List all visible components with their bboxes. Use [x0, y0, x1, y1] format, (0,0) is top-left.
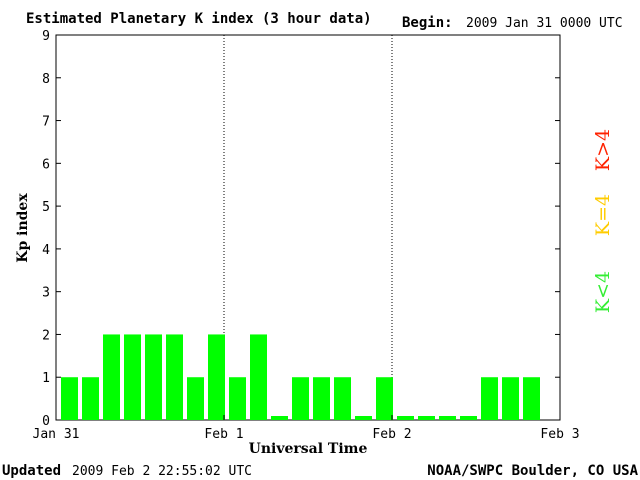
kp-bar	[82, 377, 99, 420]
kp-bar	[229, 377, 246, 420]
kp-bar	[334, 377, 351, 420]
x-tick-label: Feb 1	[204, 427, 243, 442]
x-tick-label: Feb 2	[372, 427, 411, 442]
kp-bar	[313, 377, 330, 420]
x-axis: Jan 31 Feb 1 Feb 2 Feb 3	[33, 415, 580, 442]
y-tick-label: 9	[42, 29, 50, 44]
kp-bar	[124, 334, 141, 420]
kp-bar	[418, 416, 435, 420]
chart-title: Estimated Planetary K index (3 hour data…	[26, 11, 372, 27]
updated-value: 2009 Feb 2 22:55:02 UTC	[72, 464, 252, 479]
kp-bar	[523, 377, 540, 420]
kp-bar	[271, 416, 288, 420]
y-tick-label: 2	[42, 328, 50, 343]
bars	[61, 334, 540, 420]
y-tick-label: 1	[42, 371, 50, 386]
kp-bar	[166, 334, 183, 420]
kp-bar	[103, 334, 120, 420]
kp-bar	[61, 377, 78, 420]
y-tick-label: 4	[42, 243, 50, 258]
y-tick-label: 0	[42, 414, 50, 429]
kp-bar	[502, 377, 519, 420]
source-credit: NOAA/SWPC Boulder, CO USA	[427, 463, 638, 479]
kp-bar	[439, 416, 456, 420]
updated-label: Updated	[2, 463, 61, 479]
kp-bar	[355, 416, 372, 420]
y-tick-label: 7	[42, 115, 50, 130]
y-axis: 0 1 2 3 4 5 6 7 8 9	[42, 29, 560, 429]
legend-k-equal-4: K=4	[592, 194, 614, 236]
kp-bar	[397, 416, 414, 420]
kp-bar	[145, 334, 162, 420]
y-axis-label: Kp index	[15, 193, 31, 263]
legend-k-greater-4: K>4	[592, 129, 614, 171]
kp-bar	[187, 377, 204, 420]
y-tick-label: 8	[42, 72, 50, 87]
y-tick-label: 3	[42, 286, 50, 301]
x-tick-label: Feb 3	[540, 427, 579, 442]
day-separators	[223, 35, 393, 420]
begin-value: 2009 Jan 31 0000 UTC	[466, 16, 623, 31]
y-tick-label: 5	[42, 200, 50, 215]
kp-bar	[250, 334, 267, 420]
kp-bar	[292, 377, 309, 420]
legend-k-less-4: K<4	[592, 271, 614, 313]
kp-bar	[460, 416, 477, 420]
x-axis-label: Universal Time	[249, 441, 368, 457]
kp-bar	[208, 334, 225, 420]
kp-bar	[376, 377, 393, 420]
begin-label: Begin:	[402, 15, 453, 31]
x-tick-label: Jan 31	[33, 427, 80, 442]
kp-bar	[481, 377, 498, 420]
y-tick-label: 6	[42, 157, 50, 172]
